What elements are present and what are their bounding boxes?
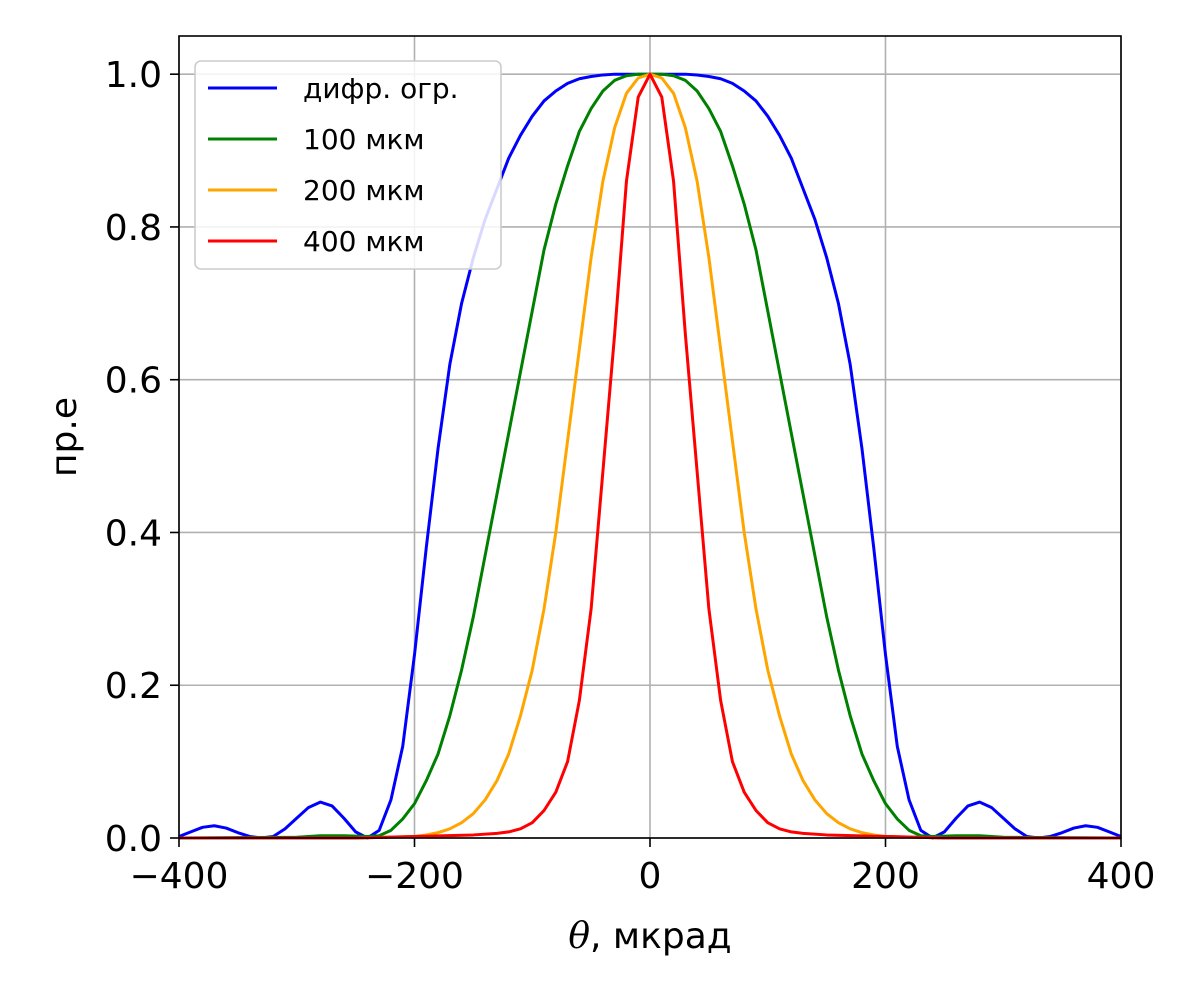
x-tick-label: 200: [851, 856, 920, 897]
x-axis-symbol: θ: [568, 916, 590, 957]
legend-box: [194, 60, 502, 270]
legend-label: 400 мкм: [303, 225, 425, 258]
x-axis-unit: , мкрад: [590, 916, 732, 957]
ticks: [170, 73, 1122, 847]
x-tick-label: −400: [130, 856, 229, 897]
y-tick-label: 1.0: [105, 55, 162, 96]
legend: дифр. огр. 100 мкм 200 мкм 400 мкм: [194, 60, 502, 270]
x-tick-label: 400: [1087, 856, 1156, 897]
tick-labels: −400 −200 0 200 400 0.0 0.2 0.4 0.6 0.8 1.0: [105, 55, 1156, 897]
y-tick-label: 0.6: [105, 361, 162, 402]
x-tick-label: 0: [639, 856, 662, 897]
y-tick-label: 0.2: [105, 666, 162, 707]
y-tick-label: 0.0: [105, 819, 162, 860]
legend-label: дифр. огр.: [303, 72, 459, 105]
legend-label: 100 мкм: [303, 123, 425, 156]
x-tick-label: −200: [365, 856, 464, 897]
legend-label: 200 мкм: [303, 174, 425, 207]
x-axis-title: θ, мкрад: [568, 916, 731, 957]
y-tick-label: 0.8: [105, 208, 162, 249]
y-tick-label: 0.4: [105, 513, 162, 554]
series-line-4: [179, 72, 1121, 840]
series-layer: [178, 72, 1122, 840]
y-axis-title: пр.е: [44, 397, 85, 477]
